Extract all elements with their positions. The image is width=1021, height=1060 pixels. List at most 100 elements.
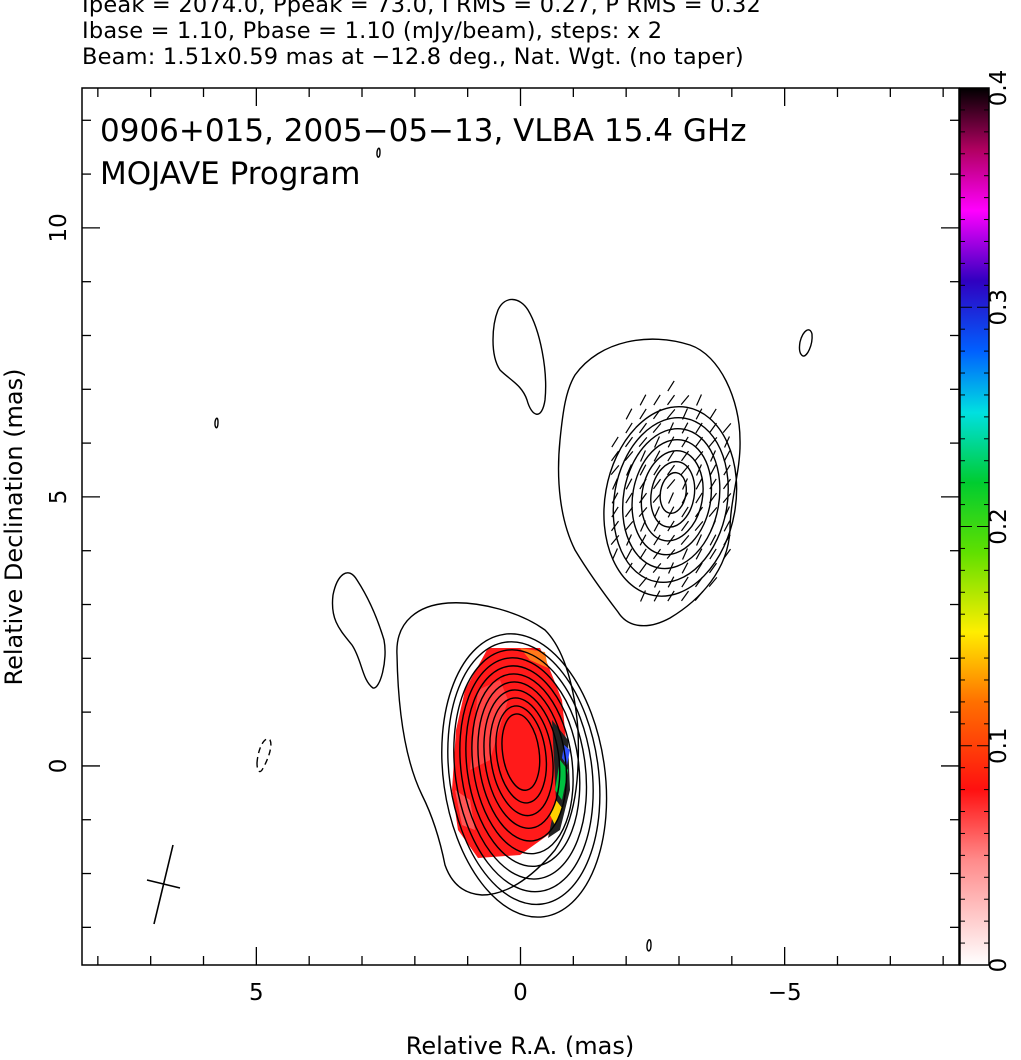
evpa-vector (696, 534, 702, 546)
evpa-vector (708, 562, 718, 574)
evpa-vector (640, 450, 646, 462)
evpa-vector (666, 479, 676, 489)
beam-cross (146, 844, 181, 925)
evpa-vector (667, 450, 675, 462)
evpa-vector (666, 409, 676, 419)
evpa-vector (694, 506, 704, 518)
evpa-vector (652, 423, 662, 433)
evpa-vector (667, 520, 675, 532)
evpa-vector (639, 464, 647, 476)
evpa-vector (723, 520, 731, 532)
jet-contour (640, 449, 704, 542)
jet-contour (659, 471, 687, 514)
jet-contour (631, 438, 713, 556)
evpa-vector (625, 562, 633, 574)
evpa-vector (723, 534, 731, 546)
core-contour (447, 641, 601, 906)
evpa-vector (708, 422, 718, 434)
evpa-vector (640, 590, 646, 602)
jet-contour (621, 427, 721, 570)
evpa-vector (668, 492, 674, 504)
evpa-vector (694, 451, 704, 461)
evpa-vector (610, 450, 620, 462)
evpa-vector (653, 520, 661, 532)
evpa-vector (722, 423, 732, 433)
evpa-vector (653, 534, 661, 546)
evpa-vector (666, 464, 676, 476)
evpa-vector (696, 464, 702, 476)
evpa-vector (694, 591, 704, 601)
evpa-vector (640, 520, 646, 532)
evpa-vector (709, 408, 717, 420)
evpa-vector (638, 562, 648, 574)
evpa-vector (639, 408, 647, 420)
evpa-vector (638, 577, 648, 587)
evpa-vector (638, 437, 648, 447)
evpa-vector (681, 422, 689, 434)
evpa-vector (709, 534, 717, 546)
evpa-vector (695, 492, 703, 504)
header-base-line: Ibase = 1.10, Pbase = 1.10 (mJy/beam), s… (82, 18, 663, 44)
evpa-vector (652, 548, 662, 560)
evpa-vector (709, 548, 717, 560)
evpa-vector (653, 464, 661, 476)
core-contour (477, 681, 568, 842)
y-tick-label: 10 (46, 213, 72, 242)
evpa-vector (680, 590, 690, 602)
y-tick-label: 0 (46, 759, 72, 774)
evpa-vector (654, 436, 660, 448)
evpa-vector (625, 422, 633, 434)
y-tick-label: 5 (46, 490, 72, 505)
evpa-vector (639, 534, 647, 546)
evpa-vector (708, 437, 718, 447)
evpa-vector (624, 436, 634, 448)
evpa-vector (695, 548, 703, 560)
evpa-vector (722, 548, 732, 560)
evpa-vector (681, 436, 689, 448)
core-contours (441, 633, 608, 918)
evpa-vector (666, 394, 676, 406)
evpa-vector (624, 451, 634, 461)
evpa-vector (611, 492, 619, 504)
core-contour (441, 633, 608, 918)
evpa-vector (681, 562, 689, 574)
evpa-vector (611, 506, 619, 518)
evpa-vector (639, 394, 647, 406)
colorbar-tick-label: 0.1 (986, 727, 1012, 764)
y-axis-label: Relative Declination (mas) (0, 368, 28, 685)
evpa-vector (666, 534, 676, 546)
evpa-vector (681, 506, 689, 518)
evpa-vector (667, 380, 675, 392)
evpa-vector (625, 478, 633, 490)
header-stats-line: Ipeak = 2074.0, Ppeak = 73.0, I RMS = 0.… (82, 0, 762, 18)
evpa-vector (667, 436, 675, 448)
evpa-vector (722, 493, 732, 503)
colorbar-tick-label: 0.4 (986, 70, 1012, 107)
plot-title: 0906+015, 2005−05−13, VLBA 15.4 GHz (100, 113, 746, 149)
evpa-vector (668, 562, 674, 574)
jet-contour (612, 416, 729, 584)
evpa-vector (710, 520, 716, 532)
evpa-vector (694, 436, 704, 448)
evpa-vector (668, 422, 674, 434)
evpa-vector (680, 520, 690, 532)
polarization-vectors (610, 380, 732, 602)
evpa-vector (654, 576, 660, 588)
evpa-vector (682, 408, 688, 420)
evpa-vector (624, 521, 634, 531)
evpa-vector (612, 548, 618, 560)
core-contour (489, 697, 554, 817)
evpa-vector (638, 422, 648, 434)
evpa-vector (695, 408, 703, 420)
core-contour (483, 689, 561, 829)
header-beam-line: Beam: 1.51x0.59 mas at −12.8 deg., Nat. … (82, 44, 744, 70)
jet-contour (603, 405, 738, 597)
core-contour (471, 673, 574, 855)
x-tick-label: 0 (513, 980, 528, 1006)
axis-ticks (82, 88, 959, 965)
evpa-vector (724, 506, 730, 518)
evpa-vector (680, 465, 690, 475)
evpa-vector (638, 492, 648, 504)
evpa-vector (667, 576, 675, 588)
colorbar-ticks: 0 0.1 0.2 0.3 0.4 (960, 70, 1012, 972)
